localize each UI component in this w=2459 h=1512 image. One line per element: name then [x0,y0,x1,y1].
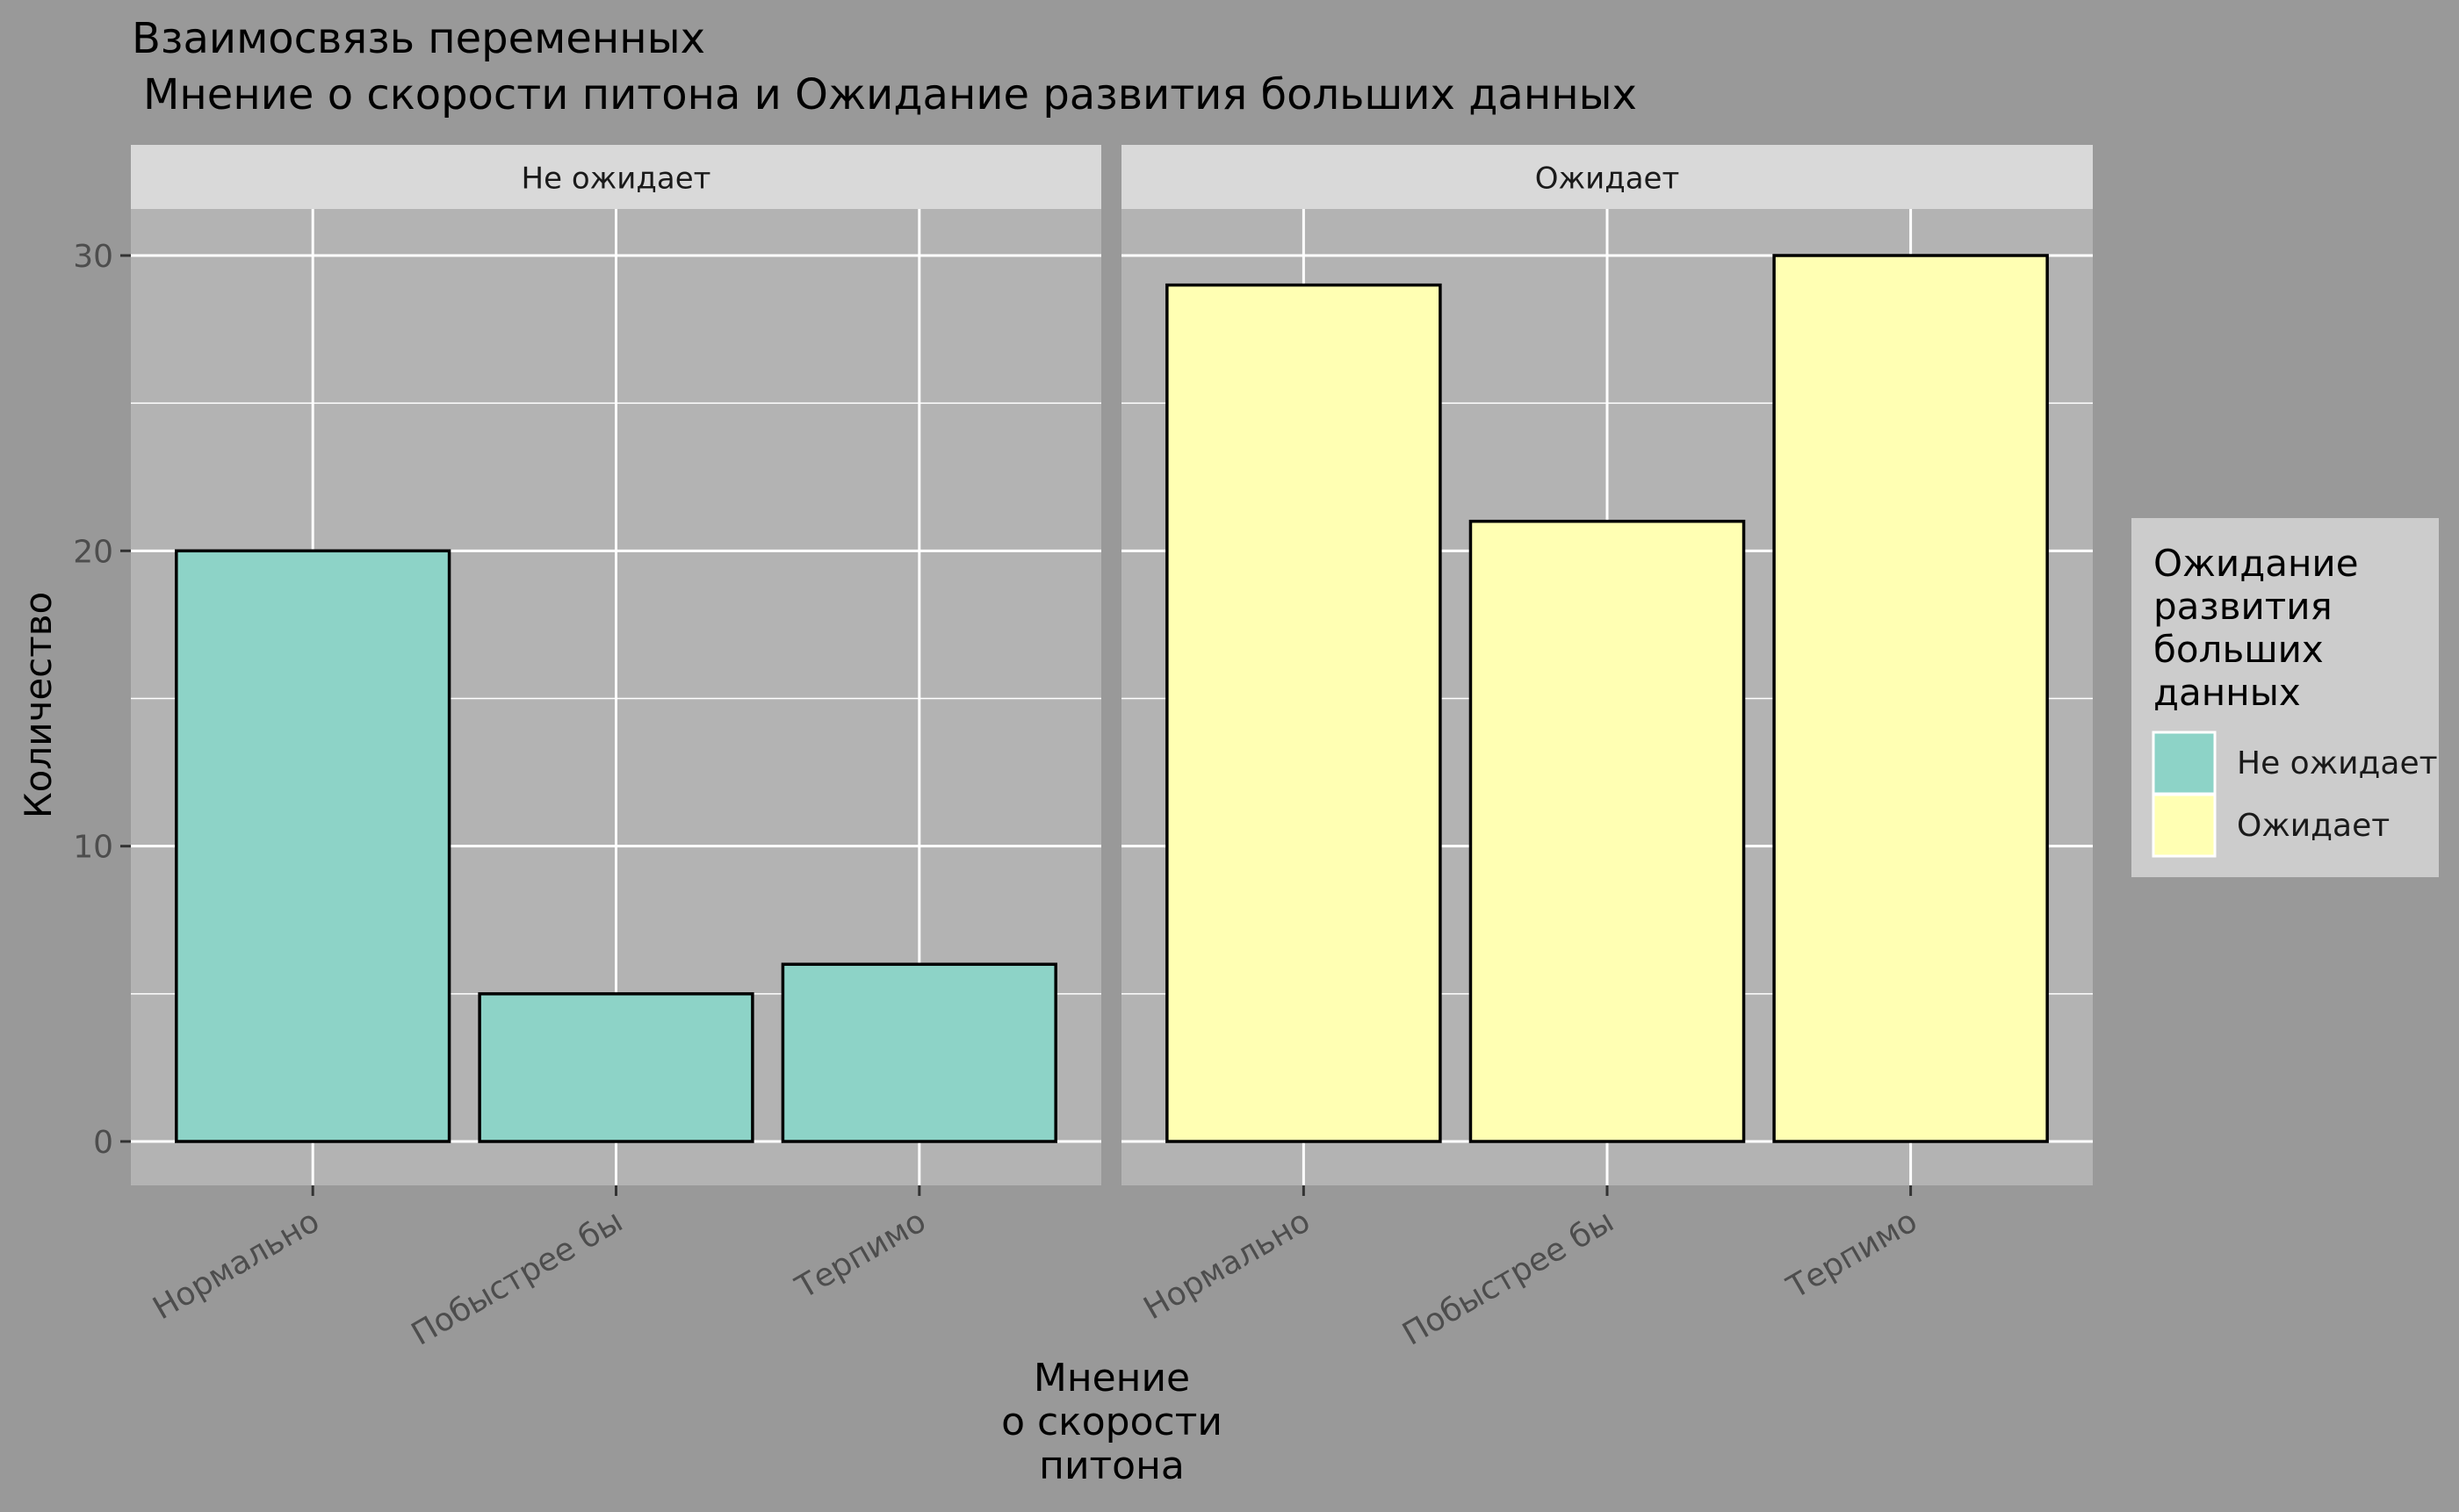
x-tick-label: Нормально [1138,1203,1316,1327]
x-tick-label: Побыстрее бы [1396,1203,1619,1352]
bar [478,992,754,1143]
facet-panel: Ожидает Нормально Побыстрее бы Терпимо [1121,145,2093,1353]
facet-strip [131,145,1101,209]
x-tick-label: Нормально [147,1203,325,1327]
y-axis: 0 10 20 30 [73,239,131,1161]
bar [175,549,451,1143]
y-tick-label: 30 [73,239,113,275]
x-axis-label-line: Мнение [1034,1356,1190,1400]
bar [1772,254,2049,1143]
chart-title-line1: Взаимосвязь переменных [132,14,705,63]
bar [781,962,1057,1143]
legend-key [2152,793,2217,858]
y-tick-label: 0 [93,1125,113,1161]
y-tick-label: 10 [73,830,113,866]
facet-strip-label: Не ожидает [522,162,711,197]
facet-strip [1121,145,2093,209]
y-axis-label: Количество [17,592,60,818]
y-tick-label: 20 [73,534,113,570]
legend-key [2152,731,2217,796]
facet-strip-label: Ожидает [1535,162,1680,197]
x-tick-label: Терпимо [1781,1203,1924,1307]
legend-item-label: Не ожидает [2237,745,2438,781]
x-axis-label-line: о скорости [1001,1400,1222,1444]
bar [1165,283,1442,1143]
legend-title-line: Ожидание [2153,542,2359,585]
facet-panel: Не ожидает Нормально Побыстрее бы Терпимо [131,145,1101,1353]
x-tick-label: Терпимо [790,1203,933,1307]
x-tick-label: Побыстрее бы [406,1203,629,1352]
legend-title-line: развития [2153,585,2333,628]
chart-title-line2: Мнение о скорости питона и Ожидание разв… [143,70,1637,119]
bar [1468,519,1746,1143]
x-axis-label-line: питона [1039,1444,1185,1488]
legend-title-line: данных [2153,671,2301,714]
legend-item-label: Ожидает [2237,808,2390,844]
legend-title-line: больших [2153,628,2324,671]
